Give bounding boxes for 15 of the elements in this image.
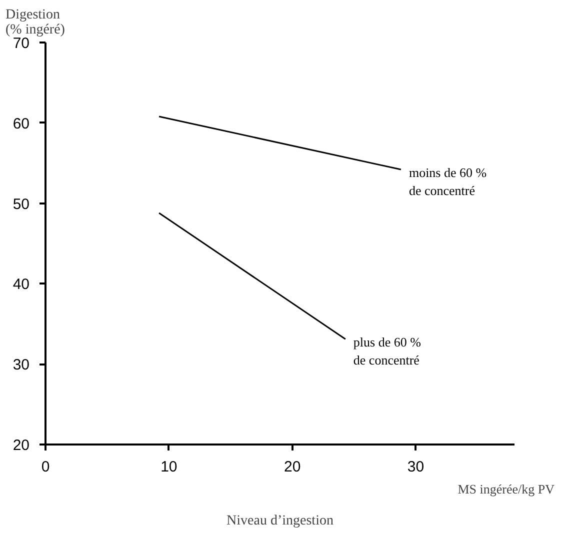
y-tick-label: 50 (12, 196, 30, 213)
y-tick-label: 70 (12, 35, 30, 52)
y-axis-title: Digestion (% ingéré) (6, 8, 66, 38)
x-tick-label: 10 (160, 458, 178, 476)
y-tick-label: 60 (12, 115, 30, 132)
x-tick-label: 30 (407, 458, 424, 476)
x-axis-title: Niveau d’ingestion (226, 514, 334, 528)
text: MS ingérée/kg PV (458, 482, 556, 496)
series-label: plus de 60 % de concentré (353, 334, 422, 368)
y-tick-label: 20 (12, 437, 30, 454)
series-label: moins de 60 % de concentré (408, 165, 487, 198)
x-tick-label: 0 (41, 458, 50, 476)
x-tick-label: 20 (284, 458, 301, 476)
y-tick-label: 30 (12, 356, 30, 374)
y-tick-label: 40 (12, 276, 30, 294)
